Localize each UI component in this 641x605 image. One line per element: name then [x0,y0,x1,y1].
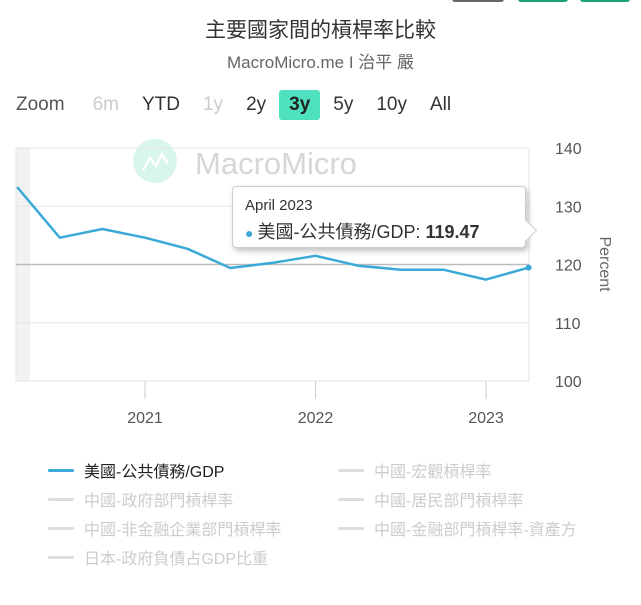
y-tick-label: 130 [555,199,582,216]
series-dot-icon: ● [245,225,254,241]
zoom-button-2y[interactable]: 2y [246,94,267,115]
x-tick-label: 2021 [127,410,163,427]
zoom-label: Zoom [16,94,65,115]
y-tick-label: 120 [555,258,582,275]
legend-swatch-icon [338,497,364,501]
chart-title: 主要國家間的槓桿率比較 [205,19,436,42]
tooltip-value: 119.47 [425,222,480,242]
legend-item[interactable]: 中國-宏觀槓桿率 [338,458,491,482]
tooltip-row: ● 美國-公共債務/GDP: 119.47 [245,222,480,242]
tooltip-date: April 2023 [245,197,313,214]
legend-swatch-icon [48,497,74,501]
watermark-logo-icon [141,151,170,171]
watermark-text: MacroMicro [195,146,357,181]
legend-swatch-icon [48,555,74,559]
zoom-button-10y[interactable]: 10y [376,94,407,115]
legend-label: 中國-金融部門槓桿率-資產方 [374,522,577,539]
legend-label: 中國-政府部門槓桿率 [84,493,234,510]
top-button[interactable] [580,0,630,2]
y-tick-label: 110 [555,316,581,333]
legend-label: 中國-居民部門槓桿率 [374,493,524,510]
watermark: MacroMicro [133,139,357,183]
watermark-logo-icon [133,139,177,183]
legend-swatch-icon [338,526,364,530]
series-line [16,186,529,281]
zoom-button-6m: 6m [92,94,119,115]
data-point [525,264,532,271]
legend-item[interactable]: 中國-政府部門槓桿率 [48,487,233,511]
zoom-button-1y: 1y [202,94,224,115]
y-tick-label: 140 [555,141,582,158]
tooltip-series: 美國-公共債務/GDP [257,222,416,242]
legend-item[interactable]: 美國-公共債務/GDP [48,458,224,482]
top-button[interactable] [518,0,568,2]
legend-item[interactable]: 日本-政府負債占GDP比重 [48,545,268,569]
legend-label: 美國-公共債務/GDP [84,464,225,481]
y-tick-label: 100 [555,374,582,391]
legend-item[interactable]: 中國-金融部門槓桿率-資產方 [338,516,577,540]
legend-label: 中國-宏觀槓桿率 [374,464,492,481]
zoom-button-all[interactable]: All [430,94,452,115]
tooltip: April 2023 ● 美國-公共債務/GDP: 119.47 [232,186,538,248]
zoom-button-ytd[interactable]: YTD [141,94,180,115]
zoom-button-5y[interactable]: 5y [333,94,354,115]
legend-swatch-icon [48,526,74,530]
legend-label: 中國-非金融企業部門槓桿率 [84,522,282,539]
line-chart: MacroMicro 100 110 120 130 140 2021 2022 2023 Pe… [15,139,613,427]
zoom-range-selector: Zoom 6m YTD 1y 2y 3y 5y 10y All [16,90,464,120]
legend-swatch-icon [338,468,364,472]
legend-item[interactable]: 中國-居民部門槓桿率 [338,487,523,511]
chart-subtitle: MacroMicro.me I 治平 嚴 [226,53,415,72]
legend-swatch-icon [48,468,74,472]
x-tick-label: 2023 [468,410,504,427]
legend-item[interactable]: 中國-非金融企業部門槓桿率 [48,516,281,540]
y-axis-label: Percent [596,236,613,292]
zoom-button-3y[interactable]: 3y [279,90,321,120]
top-button[interactable] [452,0,504,2]
legend-label: 日本-政府負債占GDP比重 [84,551,269,568]
x-tick-label: 2022 [298,410,334,427]
